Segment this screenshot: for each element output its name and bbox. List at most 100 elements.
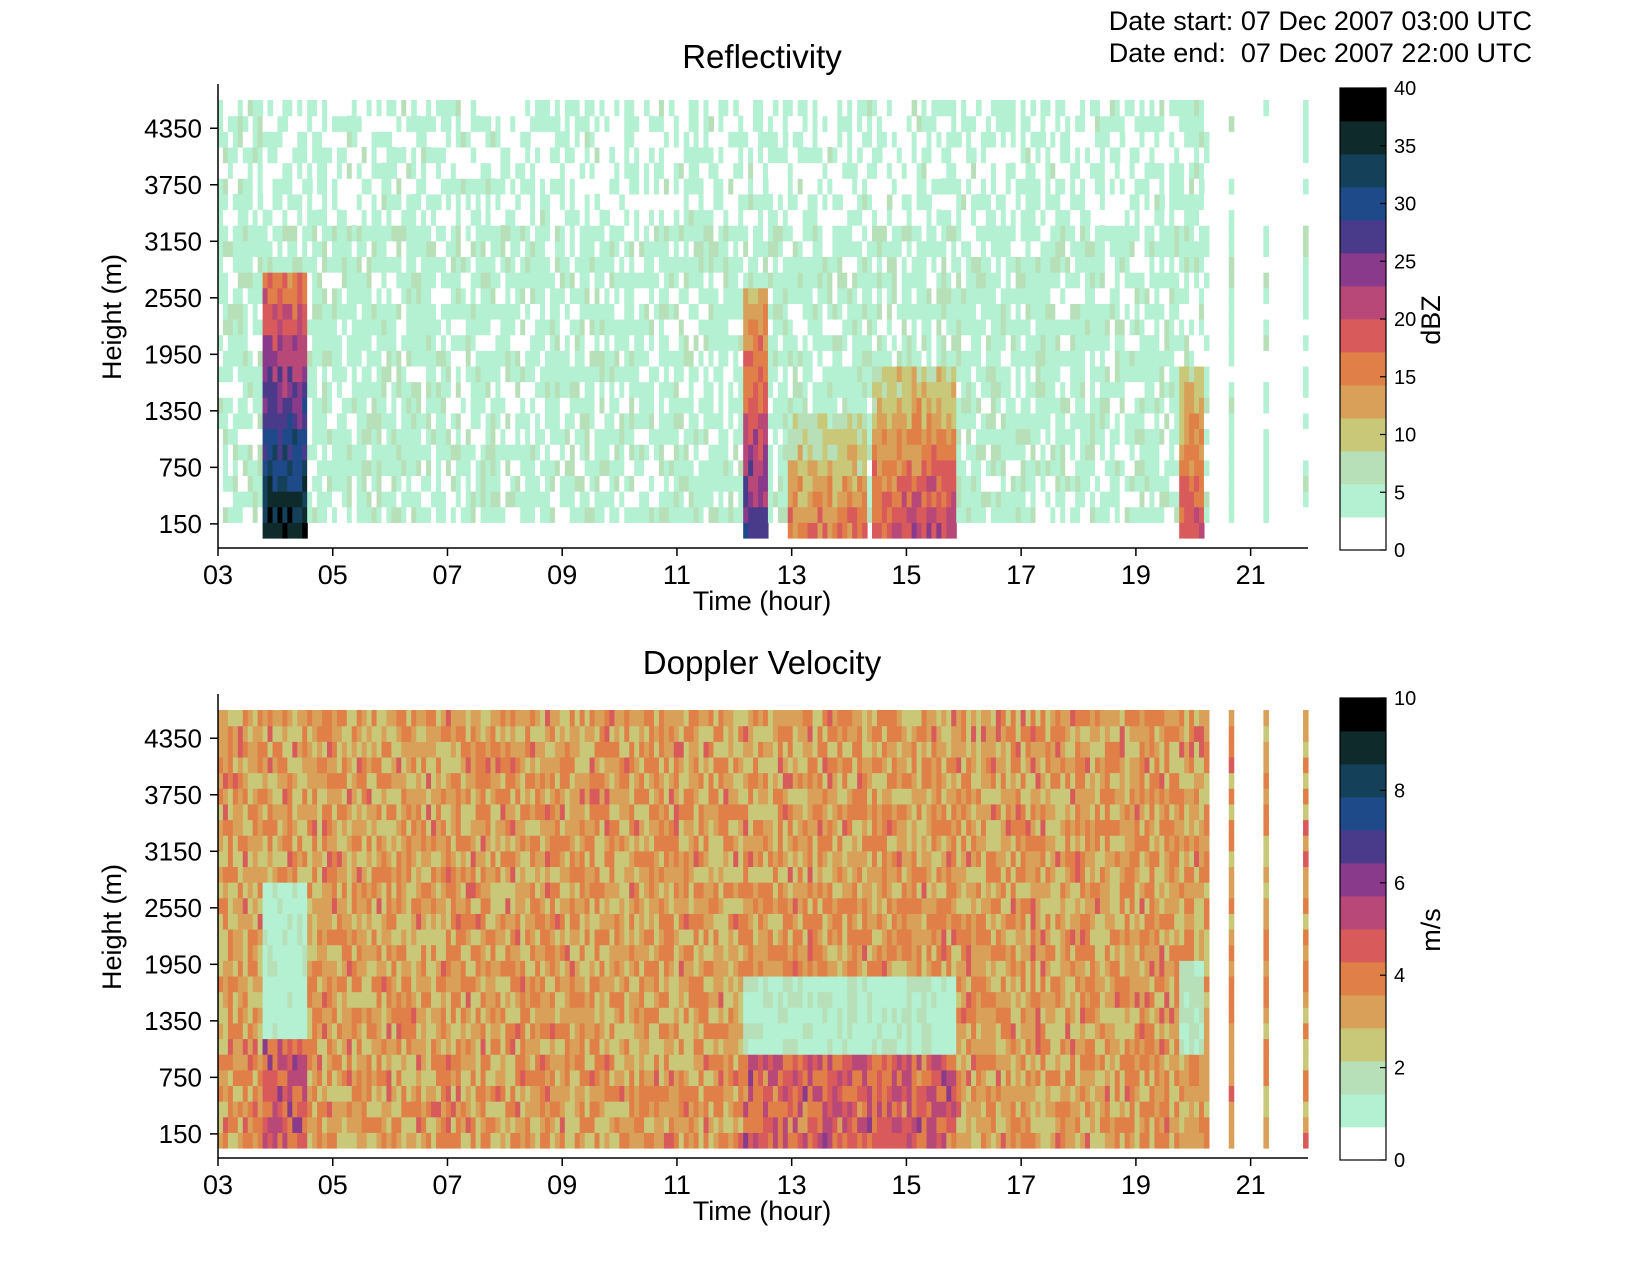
heatmap-cell	[1030, 475, 1037, 492]
heatmap-cell	[837, 428, 843, 445]
heatmap-cell	[728, 287, 734, 304]
heatmap-cell	[936, 506, 942, 523]
heatmap-cell	[976, 381, 982, 398]
heatmap-cell	[312, 319, 318, 336]
heatmap-cell	[287, 491, 293, 508]
heatmap-cell	[1010, 506, 1017, 523]
heatmap-cell	[634, 209, 640, 226]
heatmap-cell	[549, 287, 556, 304]
heatmap-cell	[743, 444, 749, 461]
heatmap-cell	[634, 428, 640, 445]
heatmap-cell	[713, 287, 719, 304]
heatmap-cell	[693, 240, 700, 258]
heatmap-cell	[787, 146, 794, 164]
heatmap-cell	[1030, 381, 1037, 398]
heatmap-cell	[802, 146, 809, 164]
heatmap-cell	[331, 193, 338, 211]
heatmap-cell	[862, 506, 868, 523]
heatmap-cell	[1129, 303, 1136, 320]
heatmap-cell	[445, 303, 452, 320]
heatmap-cell	[728, 225, 734, 242]
heatmap-cell	[1075, 397, 1081, 414]
heatmap-cell	[782, 303, 789, 320]
heatmap-cell	[634, 256, 640, 273]
heatmap-cell	[1134, 319, 1141, 336]
heatmap-cell	[688, 491, 695, 508]
heatmap-cell	[341, 381, 348, 398]
heatmap-cell	[867, 193, 873, 211]
heatmap-cell	[654, 115, 660, 132]
heatmap-cell	[222, 459, 229, 477]
heatmap-cell	[956, 350, 962, 367]
heatmap-cell	[1030, 350, 1037, 367]
heatmap-cell	[485, 491, 492, 508]
heatmap-cell	[1000, 240, 1007, 258]
heatmap-cell	[758, 146, 764, 164]
heatmap-cell	[396, 475, 402, 492]
heatmap-cell	[465, 178, 472, 195]
heatmap-cell	[218, 506, 224, 523]
heatmap-cell	[990, 412, 997, 430]
heatmap-cell	[227, 319, 234, 336]
heatmap-cell	[663, 193, 670, 211]
heatmap-cell	[683, 225, 690, 242]
heatmap-cell	[549, 303, 556, 320]
heatmap-cell	[728, 491, 734, 508]
heatmap-cell	[658, 131, 665, 148]
heatmap-cell	[698, 412, 705, 430]
heatmap-cell	[688, 381, 695, 398]
heatmap-cell	[743, 178, 749, 195]
heatmap-cell	[267, 303, 274, 320]
heatmap-cell	[237, 428, 244, 445]
heatmap-cell	[896, 381, 903, 398]
heatmap-cell	[302, 459, 308, 477]
heatmap-cell	[698, 334, 705, 351]
heatmap-cell	[842, 350, 848, 367]
heatmap-cell	[252, 350, 259, 367]
heatmap-cell	[564, 115, 571, 132]
heatmap-cell	[990, 225, 997, 242]
heatmap-cell	[1030, 193, 1037, 211]
heatmap-cell	[540, 256, 546, 273]
heatmap-cell	[460, 225, 467, 242]
heatmap-cell	[386, 397, 392, 414]
heatmap-cell	[604, 225, 610, 242]
heatmap-cell	[1080, 272, 1086, 289]
heatmap-cell	[292, 334, 298, 351]
heatmap-cell	[634, 162, 640, 179]
heatmap-cell	[401, 193, 407, 211]
heatmap-cell	[386, 319, 392, 336]
heatmap-cell	[356, 475, 363, 492]
heatmap-cell	[530, 428, 536, 445]
heatmap-cell	[450, 428, 457, 445]
heatmap-cell	[891, 491, 898, 508]
heatmap-cell	[525, 178, 531, 195]
heatmap-cell	[1090, 193, 1096, 211]
heatmap-cell	[366, 256, 373, 273]
heatmap-cell	[257, 397, 264, 414]
heatmap-cell	[227, 162, 234, 179]
heatmap-cell	[1035, 131, 1042, 148]
heatmap-cell	[445, 178, 452, 195]
heatmap-cell	[490, 506, 497, 523]
heatmap-cell	[639, 506, 645, 523]
heatmap-cell	[505, 225, 511, 242]
heatmap-cell	[1139, 350, 1146, 367]
heatmap-cell	[753, 428, 759, 445]
heatmap-cell	[1094, 475, 1101, 492]
heatmap-cell	[1134, 459, 1141, 477]
heatmap-cell	[480, 272, 487, 289]
heatmap-cell	[436, 287, 442, 304]
heatmap-cell	[753, 506, 759, 523]
heatmap-cell	[579, 506, 586, 523]
heatmap-cell	[946, 319, 952, 336]
heatmap-cell	[376, 272, 383, 289]
heatmap-cell	[649, 162, 655, 179]
heatmap-cell	[589, 334, 596, 351]
heatmap-cell	[1124, 256, 1131, 273]
heatmap-cell	[297, 491, 303, 508]
heatmap-cell	[426, 491, 432, 508]
heatmap-cell	[862, 475, 868, 492]
heatmap-cell	[673, 319, 680, 336]
heatmap-cell	[817, 178, 824, 195]
